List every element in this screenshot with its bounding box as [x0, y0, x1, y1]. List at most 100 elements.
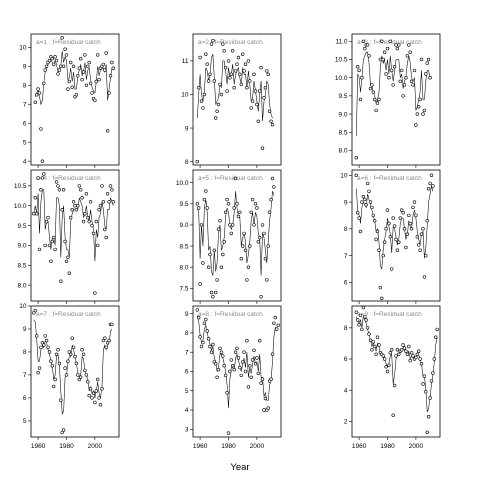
observed-point	[263, 85, 268, 90]
observed-point	[34, 212, 39, 216]
observed-point	[91, 391, 96, 395]
y-tick-label: 4	[344, 387, 348, 394]
observed-point	[411, 83, 415, 87]
observed-point	[248, 364, 252, 368]
observed-point	[51, 235, 56, 240]
observed-point	[202, 92, 207, 97]
panel-frame	[192, 169, 282, 302]
observed-point	[245, 278, 249, 282]
observed-point	[215, 278, 219, 282]
y-tick-label: 7	[23, 101, 27, 108]
panel-3: a=3 : f=Residual catch8.08.59.09.510.010…	[335, 33, 441, 168]
observed-point	[110, 188, 114, 192]
observed-point	[107, 338, 111, 343]
observed-point	[381, 253, 385, 258]
observed-point	[409, 79, 414, 84]
observed-point	[357, 216, 361, 220]
observed-point	[76, 204, 80, 208]
observed-point	[380, 296, 384, 300]
observed-point	[246, 265, 251, 269]
y-tick-label: 10	[19, 44, 27, 51]
y-tick-label: 4	[185, 407, 189, 414]
y-tick-label: 9.5	[179, 201, 188, 208]
observed-point	[361, 195, 366, 199]
observed-point	[195, 308, 200, 312]
observed-point	[70, 85, 74, 89]
observed-point	[368, 200, 373, 204]
fitted-series-line	[33, 319, 113, 415]
observed-point	[103, 227, 107, 232]
observed-point	[370, 205, 374, 210]
observed-point	[235, 62, 239, 66]
observed-point	[226, 431, 231, 435]
y-tick-label: 11	[182, 58, 189, 65]
observed-point	[380, 39, 384, 43]
y-tick-label: 7.5	[179, 286, 188, 293]
observed-point	[83, 53, 87, 57]
panel-1: a=1 : f=Residual catch 4 5 6 7 8 9 10	[19, 33, 120, 168]
observed-point	[44, 219, 49, 224]
observed-point	[110, 322, 114, 327]
observed-point	[425, 219, 429, 223]
observed-point	[375, 229, 380, 234]
observed-point	[417, 243, 421, 247]
observed-point	[418, 357, 422, 361]
observed-point	[265, 69, 269, 73]
observed-point	[266, 244, 270, 248]
observed-point	[400, 68, 404, 73]
observed-point	[226, 59, 231, 63]
observed-point	[258, 235, 262, 240]
observed-point	[59, 398, 63, 402]
observed-point	[197, 315, 201, 320]
observed-point	[87, 393, 91, 398]
observed-point	[84, 373, 89, 377]
observed-point	[50, 239, 54, 244]
observed-point	[73, 204, 77, 208]
observed-point	[108, 74, 113, 78]
y-tick-label: 6	[23, 395, 27, 402]
observed-point	[80, 77, 84, 82]
panel-frame	[30, 169, 120, 302]
observed-point	[67, 79, 72, 84]
observed-point	[56, 184, 60, 188]
observed-point	[402, 346, 407, 350]
observed-point	[367, 189, 371, 194]
observed-point	[63, 366, 67, 370]
observed-point	[100, 184, 104, 188]
observed-point	[256, 240, 260, 244]
x-tick-label: 1960	[193, 443, 208, 450]
observed-point	[231, 364, 235, 368]
observed-point	[397, 240, 401, 244]
observed-point	[54, 352, 59, 356]
panel-9: a=9 : f=Residual catch 2 4 6 8 1960 1980 2000	[344, 305, 441, 450]
panel-label: a=8 : f=Residual catch	[198, 311, 263, 318]
observed-point	[253, 202, 258, 206]
observed-point	[419, 232, 424, 236]
observed-point	[373, 344, 377, 349]
observed-point	[198, 335, 202, 339]
observed-point	[46, 345, 50, 350]
observed-point	[363, 197, 367, 202]
observed-point	[209, 290, 214, 295]
y-tick-label: 10	[181, 92, 189, 99]
observed-point	[266, 72, 270, 77]
observed-point	[67, 271, 72, 275]
observed-point	[66, 87, 70, 91]
x-tick-label: 2000	[409, 443, 424, 450]
observed-point	[373, 219, 377, 223]
observed-point	[391, 216, 395, 220]
observed-point	[424, 253, 428, 258]
observed-point	[219, 92, 224, 97]
y-tick-label: 8	[185, 159, 189, 166]
observed-point	[32, 212, 36, 216]
observed-point	[270, 122, 275, 127]
observed-point	[60, 208, 64, 212]
observed-point	[90, 91, 94, 95]
observed-point	[360, 200, 364, 204]
observed-point	[59, 279, 63, 283]
fitted-series-line	[356, 315, 438, 413]
observed-point	[401, 94, 405, 98]
observed-point	[42, 81, 46, 86]
observed-point	[384, 72, 388, 76]
